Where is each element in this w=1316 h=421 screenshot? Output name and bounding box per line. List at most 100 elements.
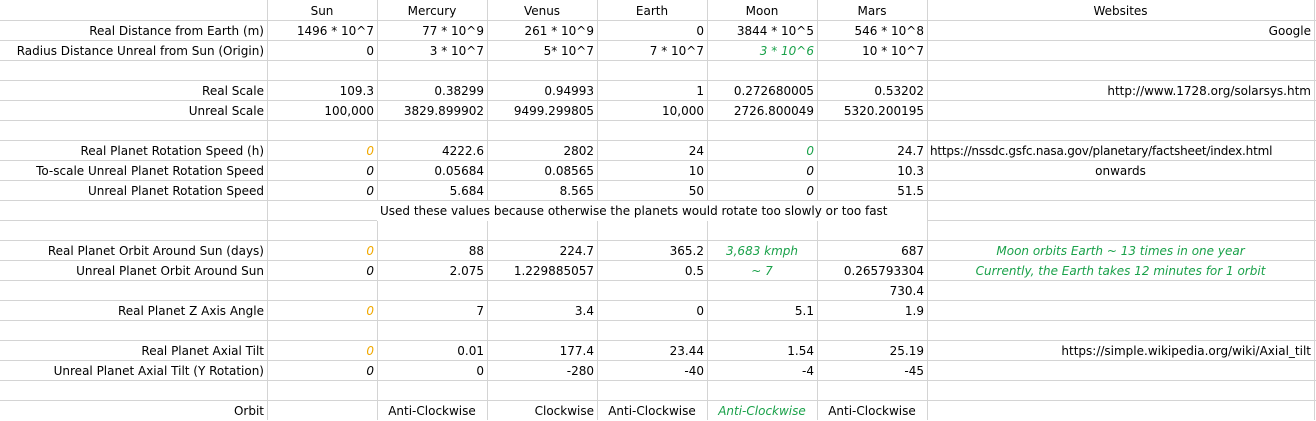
- cell-mercury[interactable]: 77 * 10^9: [422, 24, 484, 38]
- cell-earth[interactable]: 0: [696, 24, 704, 38]
- header-venus[interactable]: Venus: [523, 4, 561, 18]
- cell-moon[interactable]: 3,683 kmph: [725, 244, 799, 258]
- header-mars[interactable]: Mars: [857, 4, 887, 18]
- cell-mars[interactable]: 10 * 10^7: [862, 44, 924, 58]
- row-label[interactable]: Real Planet Axial Tilt: [141, 344, 264, 358]
- cell-mars[interactable]: 25.19: [889, 344, 924, 358]
- cell-venus[interactable]: 9499.299805: [513, 104, 594, 118]
- cell-mars[interactable]: 730.4: [889, 284, 924, 298]
- cell-sun[interactable]: 0: [366, 164, 374, 178]
- cell-sun[interactable]: 109.3: [339, 84, 374, 98]
- cell-mercury[interactable]: 4222.6: [442, 144, 484, 158]
- cell-sun[interactable]: 0: [366, 44, 374, 58]
- cell-mercury[interactable]: 88: [468, 244, 484, 258]
- cell-mercury[interactable]: 5.684: [449, 184, 484, 198]
- cell-mercury[interactable]: 0.01: [457, 344, 484, 358]
- row-label[interactable]: Unreal Planet Axial Tilt (Y Rotation): [53, 364, 264, 378]
- cell-moon[interactable]: 3844 * 10^5: [736, 24, 814, 38]
- cell-mars[interactable]: 10.3: [897, 164, 924, 178]
- row-label[interactable]: Real Planet Rotation Speed (h): [80, 144, 264, 158]
- cell-note[interactable]: Currently, the Earth takes 12 minutes fo…: [975, 264, 1266, 278]
- cell-venus[interactable]: 1.229885057: [513, 264, 594, 278]
- cell-moon[interactable]: 0.272680005: [733, 84, 814, 98]
- cell-earth[interactable]: 10: [688, 164, 704, 178]
- cell-mars[interactable]: 24.7: [897, 144, 924, 158]
- cell-moon[interactable]: 0: [806, 184, 814, 198]
- header-mercury[interactable]: Mercury: [407, 4, 457, 18]
- cell-mars[interactable]: 1.9: [904, 304, 924, 318]
- cell-mars[interactable]: 546 * 10^8: [854, 24, 925, 38]
- cell-moon[interactable]: ~ 7: [751, 264, 773, 278]
- cell-earth[interactable]: 10,000: [662, 104, 704, 118]
- cell-website[interactable]: https://nssdc.gsfc.nasa.gov/planetary/fa…: [930, 144, 1273, 158]
- row-label[interactable]: Unreal Scale: [188, 104, 264, 118]
- cell-earth[interactable]: 1: [696, 84, 704, 98]
- cell-note[interactable]: Moon orbits Earth ~ 13 times in one year: [996, 244, 1245, 258]
- cell-venus[interactable]: 261 * 10^9: [524, 24, 595, 38]
- cell-earth[interactable]: -40: [684, 364, 704, 378]
- cell-mars[interactable]: 51.5: [897, 184, 924, 198]
- row-label[interactable]: Orbit: [233, 404, 264, 418]
- cell-venus[interactable]: 0.08565: [544, 164, 594, 178]
- cell-website[interactable]: Google: [1268, 24, 1311, 38]
- header-sun[interactable]: Sun: [310, 4, 334, 18]
- cell-moon[interactable]: Anti-Clockwise: [718, 404, 806, 418]
- cell-earth[interactable]: 24: [688, 144, 704, 158]
- cell-mercury[interactable]: 3 * 10^7: [429, 44, 484, 58]
- row-label[interactable]: Unreal Planet Orbit Around Sun: [76, 264, 264, 278]
- cell-mercury[interactable]: Anti-Clockwise: [388, 404, 476, 418]
- cell-earth[interactable]: 365.2: [669, 244, 704, 258]
- cell-sun[interactable]: 0: [366, 364, 374, 378]
- cell-venus[interactable]: 224.7: [559, 244, 594, 258]
- row-label[interactable]: Unreal Planet Rotation Speed: [88, 184, 264, 198]
- cell-sun[interactable]: 0: [366, 344, 374, 358]
- cell-earth[interactable]: 23.44: [669, 344, 704, 358]
- row-label[interactable]: Real Planet Orbit Around Sun (days): [47, 244, 264, 258]
- cell-venus[interactable]: 5* 10^7: [543, 44, 594, 58]
- cell-venus[interactable]: 177.4: [559, 344, 594, 358]
- cell-sun[interactable]: 0: [366, 184, 374, 198]
- header-earth[interactable]: Earth: [635, 4, 669, 18]
- cell-moon[interactable]: 3 * 10^6: [759, 44, 814, 58]
- cell-website[interactable]: https://simple.wikipedia.org/wiki/Axial_…: [1061, 344, 1311, 358]
- cell-earth[interactable]: Anti-Clockwise: [608, 404, 696, 418]
- cell-website[interactable]: http://www.1728.org/solarsys.htm: [1107, 84, 1311, 98]
- cell-venus[interactable]: Clockwise: [534, 404, 594, 418]
- cell-sun[interactable]: 0: [366, 304, 374, 318]
- cell-venus[interactable]: 8.565: [559, 184, 594, 198]
- cell-earth[interactable]: 0.5: [684, 264, 704, 278]
- note-cell[interactable]: Used these values because otherwise the …: [377, 201, 927, 221]
- cell-venus[interactable]: 2802: [563, 144, 594, 158]
- cell-mars[interactable]: 0.265793304: [843, 264, 924, 278]
- cell-venus[interactable]: 3.4: [574, 304, 594, 318]
- cell-moon[interactable]: 1.54: [787, 344, 814, 358]
- cell-sun[interactable]: 0: [366, 144, 374, 158]
- cell-moon[interactable]: 0: [806, 164, 814, 178]
- cell-sun[interactable]: 100,000: [324, 104, 374, 118]
- cell-venus[interactable]: 0.94993: [544, 84, 594, 98]
- row-label[interactable]: To-scale Unreal Planet Rotation Speed: [36, 164, 264, 178]
- cell-website[interactable]: onwards: [1095, 164, 1146, 178]
- cell-mercury[interactable]: 2.075: [449, 264, 484, 278]
- cell-earth[interactable]: 50: [688, 184, 704, 198]
- cell-earth[interactable]: 0: [696, 304, 704, 318]
- cell-mars[interactable]: 0.53202: [874, 84, 924, 98]
- cell-venus[interactable]: -280: [566, 364, 594, 378]
- header-moon[interactable]: Moon: [745, 4, 779, 18]
- cell-mars[interactable]: -45: [904, 364, 924, 378]
- cell-sun[interactable]: 1496 * 10^7: [296, 24, 374, 38]
- cell-sun[interactable]: 0: [366, 244, 374, 258]
- cell-earth[interactable]: 7 * 10^7: [649, 44, 704, 58]
- cell-mercury[interactable]: 3829.899902: [403, 104, 484, 118]
- cell-mars[interactable]: 687: [901, 244, 924, 258]
- cell-moon[interactable]: 5.1: [794, 304, 814, 318]
- cell-mercury[interactable]: 0.05684: [434, 164, 484, 178]
- cell-mars[interactable]: 5320.200195: [843, 104, 924, 118]
- cell-moon[interactable]: 0: [806, 144, 814, 158]
- cell-mars[interactable]: Anti-Clockwise: [828, 404, 916, 418]
- cell-sun[interactable]: 0: [366, 264, 374, 278]
- cell-mercury[interactable]: 7: [476, 304, 484, 318]
- cell-moon[interactable]: -4: [802, 364, 814, 378]
- row-label[interactable]: Real Distance from Earth (m): [89, 24, 264, 38]
